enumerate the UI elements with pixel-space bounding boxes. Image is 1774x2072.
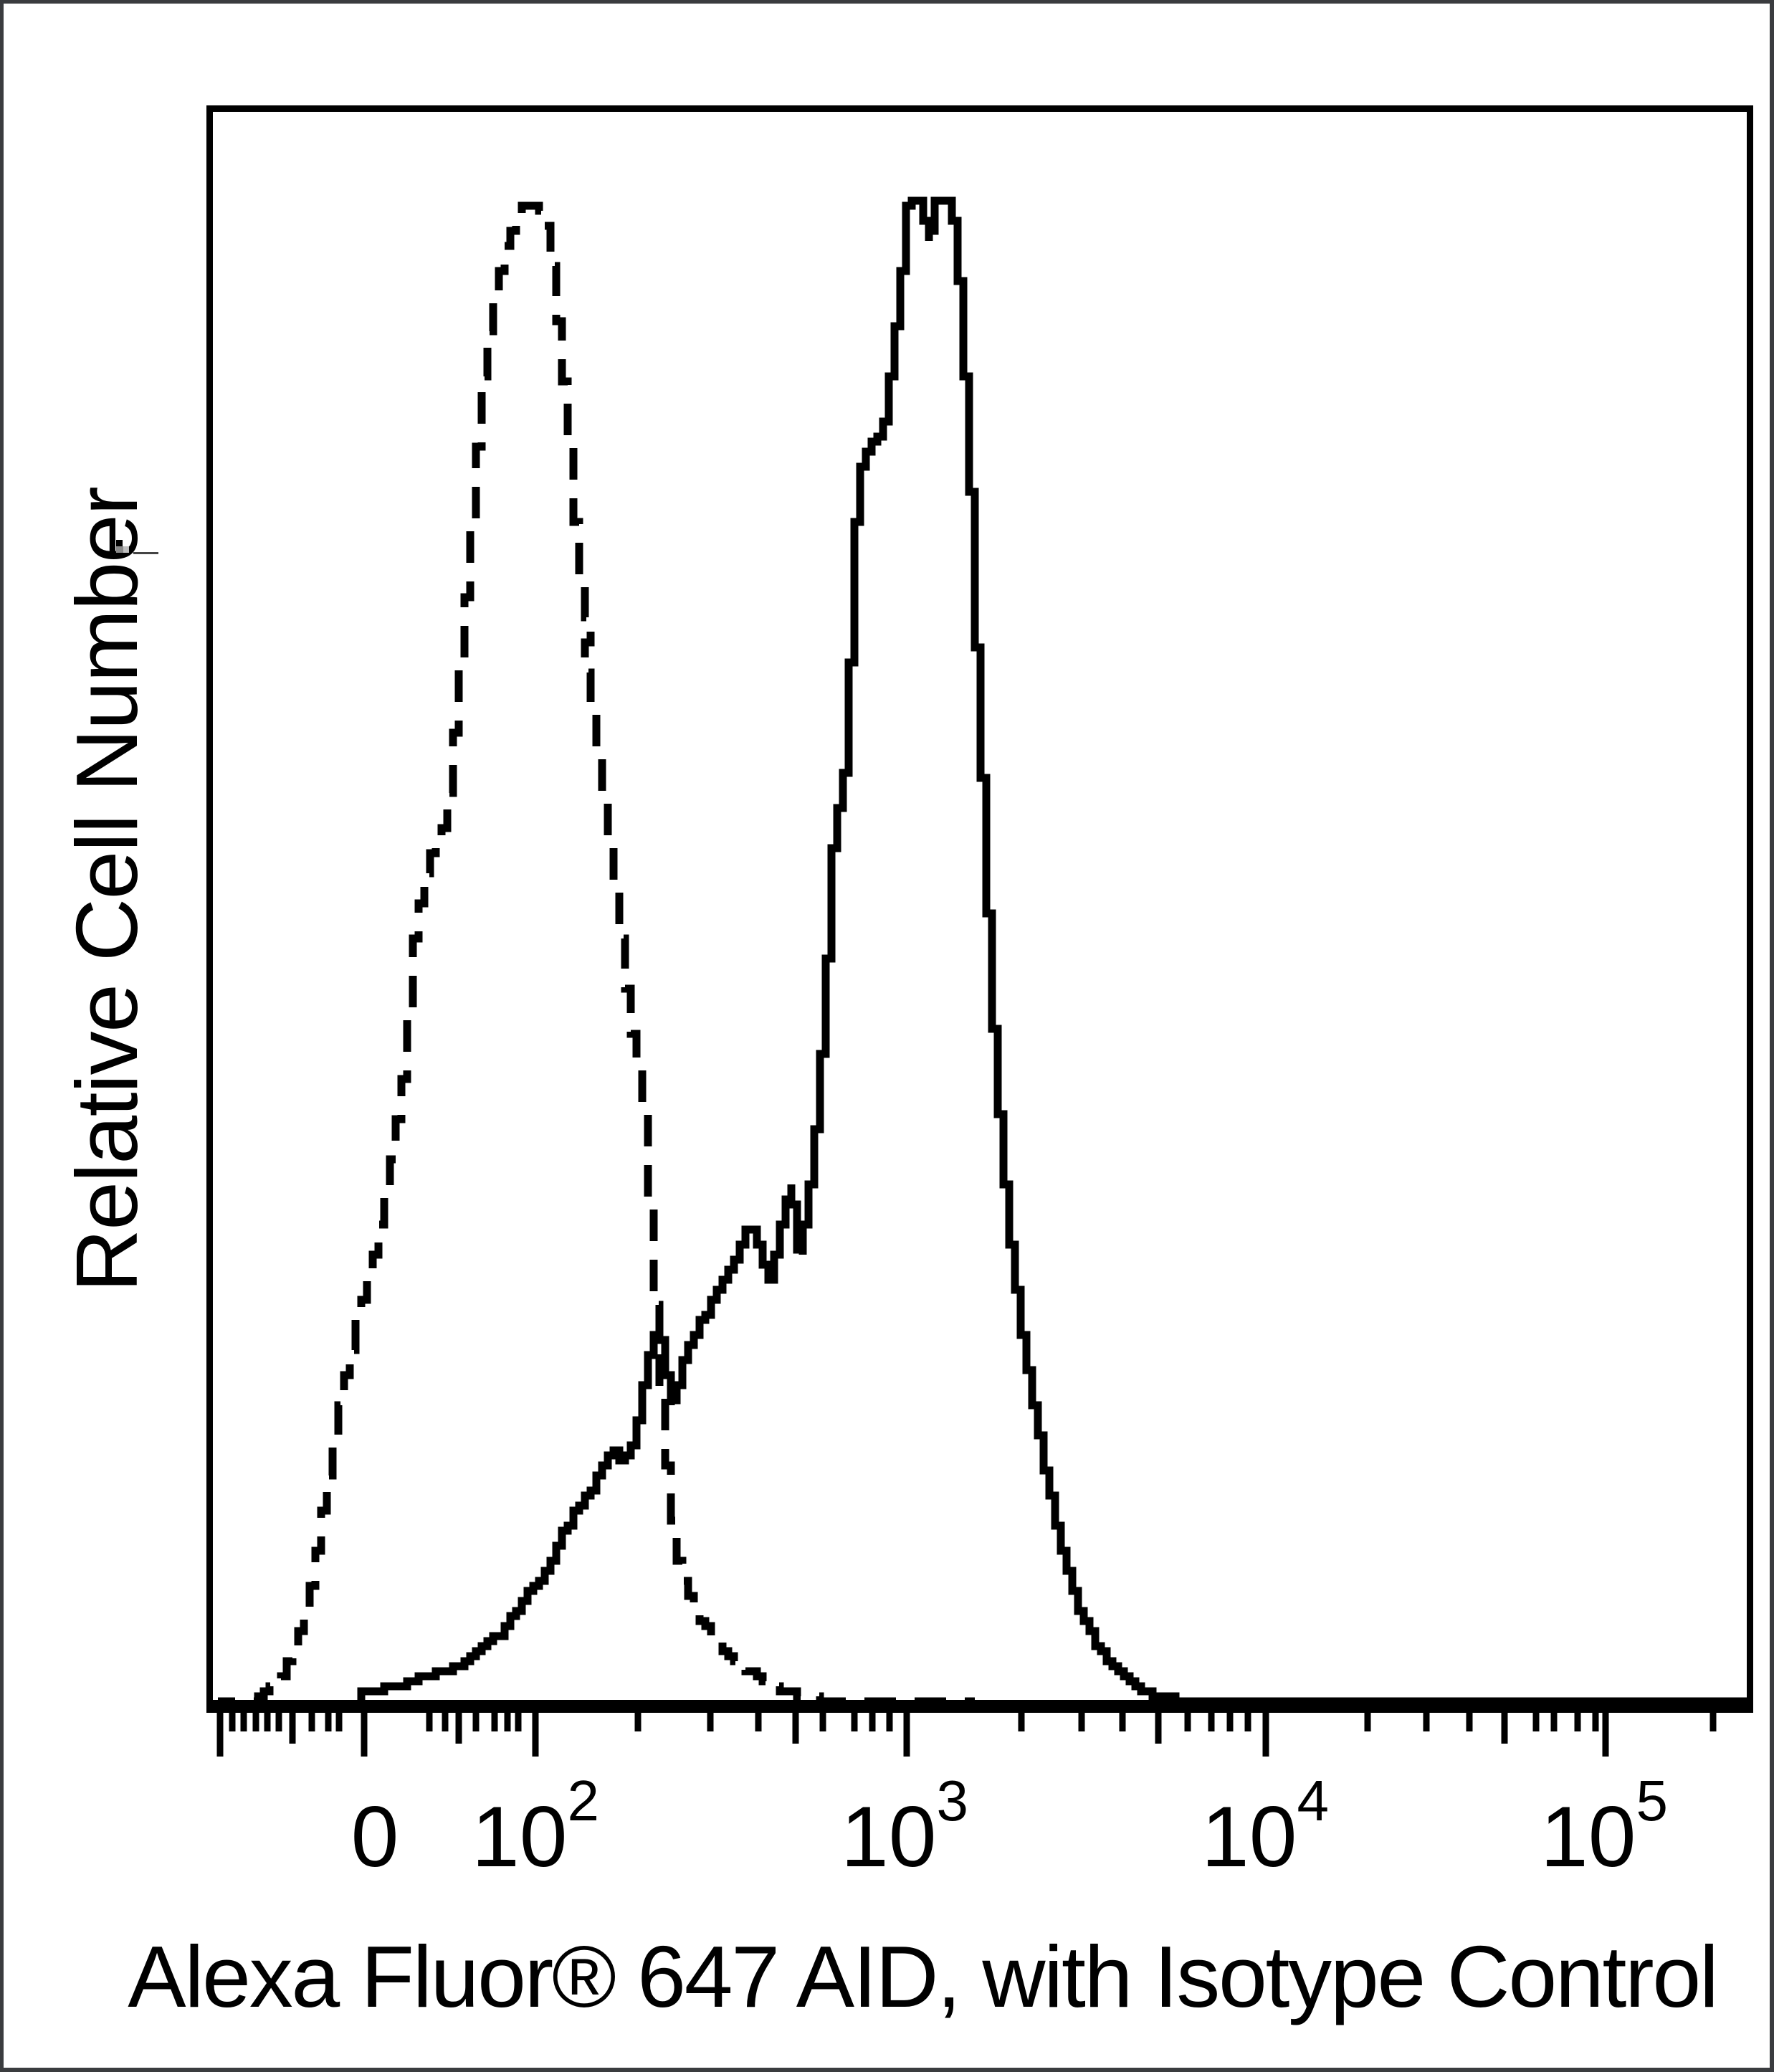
svg-text:105: 105 xyxy=(1540,1769,1668,1885)
svg-text:Alexa Fluor® 647 AID, with Iso: Alexa Fluor® 647 AID, with Isotype Contr… xyxy=(128,1928,1717,2025)
svg-text:0: 0 xyxy=(351,1789,399,1885)
svg-text:104: 104 xyxy=(1201,1769,1329,1885)
svg-text:Relative Cell Number: Relative Cell Number xyxy=(58,488,156,1293)
svg-text:103: 103 xyxy=(841,1769,968,1885)
svg-text:102: 102 xyxy=(472,1769,599,1885)
